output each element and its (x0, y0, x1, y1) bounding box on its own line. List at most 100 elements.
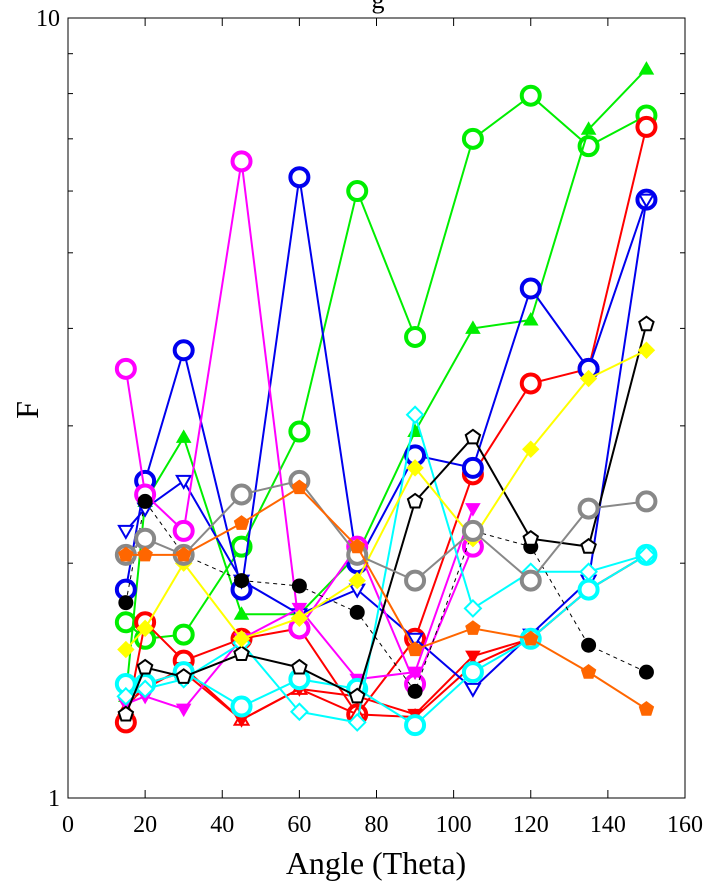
series-14 (117, 341, 656, 659)
data-point (638, 315, 655, 332)
data-point (233, 645, 250, 662)
data-point (461, 456, 484, 479)
series-2 (118, 61, 655, 702)
series-line (124, 177, 648, 590)
data-point (348, 687, 366, 704)
data-point (116, 686, 136, 706)
data-point (288, 420, 311, 443)
data-point (172, 519, 195, 542)
x-tick-label: 80 (365, 812, 389, 838)
data-point (579, 369, 598, 388)
data-point (175, 546, 192, 562)
series-line (124, 323, 648, 715)
data-point (349, 604, 365, 620)
data-point (117, 524, 135, 540)
data-point (288, 166, 311, 189)
data-point (172, 623, 195, 646)
series-5 (118, 549, 655, 728)
data-point (347, 712, 367, 732)
data-point (135, 679, 155, 699)
data-point (230, 695, 253, 718)
data-point (291, 578, 307, 594)
title-group: g (372, 0, 385, 14)
series-13 (117, 315, 655, 722)
data-point (349, 538, 365, 554)
data-point (137, 546, 153, 562)
series-line (125, 553, 647, 727)
data-point (519, 277, 542, 300)
data-point (406, 459, 424, 477)
data-point (289, 702, 309, 722)
series-line (125, 553, 647, 721)
series-line (125, 94, 647, 640)
data-point (465, 320, 481, 334)
data-point (175, 703, 192, 718)
data-point (522, 312, 539, 326)
data-point (404, 569, 427, 592)
data-point (291, 658, 308, 675)
x-tick-label: 20 (133, 812, 157, 838)
data-point (464, 682, 482, 698)
data-point (348, 571, 366, 590)
data-point (579, 562, 599, 582)
x-tick-label: 60 (287, 812, 311, 838)
data-point (117, 640, 135, 659)
data-point (290, 609, 309, 627)
y-axis-label: F (9, 401, 45, 419)
data-point (233, 606, 250, 620)
data-point (638, 701, 655, 716)
data-point (465, 650, 481, 665)
series-line (124, 126, 648, 723)
data-point (404, 325, 427, 348)
data-point (522, 440, 540, 458)
data-point (522, 529, 540, 546)
x-tick-label: 120 (513, 812, 549, 838)
data-point (136, 658, 154, 675)
data-point (580, 121, 597, 135)
x-tick-label: 160 (667, 812, 703, 838)
series-6 (114, 166, 658, 601)
axis-ticks: 0 20 40 60 80 100 120 140 160 1 10 (36, 6, 703, 838)
x-tick-label: 0 (62, 812, 74, 838)
data-point (175, 668, 192, 684)
series-4 (117, 545, 656, 726)
data-point (407, 641, 423, 657)
data-point (137, 493, 153, 509)
x-tick-label: 140 (590, 812, 626, 838)
data-point (175, 429, 192, 443)
data-point (519, 372, 542, 395)
data-point (114, 357, 137, 380)
data-point (519, 569, 542, 592)
data-point (461, 661, 484, 684)
x-tick-label: 100 (436, 812, 472, 838)
series-16 (118, 479, 655, 716)
data-point (461, 519, 484, 542)
data-point (233, 515, 250, 530)
data-point (580, 664, 597, 679)
series-layer (114, 61, 658, 737)
data-point (232, 630, 251, 648)
data-point (404, 714, 427, 737)
series-10 (114, 543, 658, 737)
x-tick-label: 40 (210, 812, 234, 838)
data-point (638, 61, 655, 75)
data-point (406, 492, 424, 509)
data-point (463, 599, 483, 618)
series-line (125, 508, 474, 711)
series-3 (114, 115, 658, 734)
data-point (346, 180, 369, 203)
data-point (637, 193, 656, 209)
data-point (136, 619, 154, 638)
data-point (117, 705, 135, 722)
data-point (134, 527, 157, 550)
data-point (638, 664, 654, 680)
data-point (406, 632, 424, 648)
data-point (230, 483, 253, 506)
data-point (461, 127, 484, 150)
data-point (405, 405, 425, 425)
data-point (291, 479, 308, 495)
data-point (580, 537, 597, 554)
data-point (230, 150, 253, 173)
series-1 (114, 84, 658, 650)
